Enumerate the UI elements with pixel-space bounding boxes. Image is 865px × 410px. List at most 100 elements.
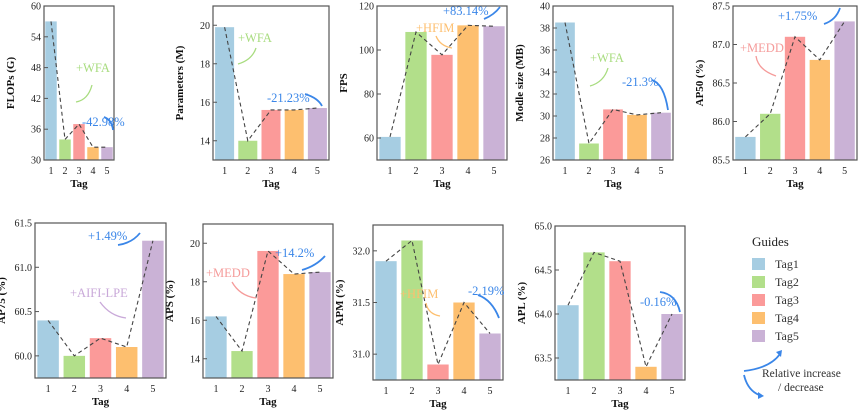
annotation-label: +MEDD [206, 266, 250, 280]
bar-tag2 [405, 31, 427, 161]
bar-tag4 [635, 366, 657, 380]
chart-panel: 1 2 3 4 5 30 36 42 48 54 60 Tag FLOPs (G) +WFA -42.98% [5, 2, 125, 191]
legend-swatch [752, 258, 765, 270]
x-tick-label: 1 [743, 166, 748, 177]
plot-frame [376, 5, 508, 161]
chart-panel: 1 2 3 4 5 60 80 100 120 Tag FPS +HFIM +83.14% [338, 2, 508, 190]
y-axis-label: FLOPs (G) [5, 57, 17, 110]
x-tick-label: 5 [670, 386, 675, 397]
legend-swatch [752, 312, 765, 324]
y-tick-label: 14 [190, 354, 200, 365]
trend-line [215, 249, 321, 353]
bar-tag4 [283, 274, 305, 378]
y-tick-label: 61.0 [15, 263, 33, 274]
y-tick-label: 36 [540, 46, 550, 57]
x-tick-label: 3 [98, 384, 103, 395]
trend-line [385, 239, 491, 367]
y-tick-label: 28 [540, 134, 550, 145]
annotation-label: +HFIM [416, 21, 454, 35]
y-tick-label: 14 [200, 136, 210, 147]
x-tick-label: 2 [245, 166, 250, 177]
bar-tag3 [261, 109, 281, 160]
plot-frame [212, 5, 330, 161]
bar-tag2 [760, 113, 781, 160]
y-tick-label: 65.0 [535, 222, 553, 233]
x-tick-label: 5 [150, 384, 155, 395]
x-tick-label: 2 [63, 166, 68, 177]
legend-label: Tag1 [775, 257, 799, 271]
annotation-arrow-icon [75, 84, 93, 103]
legend-swatch [752, 330, 765, 342]
annotation-arrow-icon [823, 7, 841, 25]
y-tick-label: 54 [31, 32, 41, 43]
annotation-arrow-icon [659, 291, 681, 313]
x-tick-label: 5 [318, 384, 323, 395]
y-axis-label: APM (%) [334, 279, 346, 325]
bar-tag4 [453, 302, 475, 380]
legend-label: Tag5 [775, 329, 799, 343]
y-axis-label: AP50 (%) [694, 59, 706, 106]
trend-line [745, 21, 846, 138]
trend-line [389, 24, 495, 138]
plot-frame [34, 222, 167, 379]
bar-tag5 [479, 333, 501, 380]
bar-tag3 [73, 124, 85, 160]
y-tick-label: 120 [359, 2, 374, 13]
y-tick-label: 32 [540, 90, 550, 101]
trend-line [50, 21, 107, 148]
y-tick-label: 60.5 [15, 307, 33, 318]
annotation-arrow-icon [117, 232, 141, 246]
y-axis-label: Parameters (M) [174, 45, 186, 120]
bar-tag5 [101, 147, 113, 160]
x-tick-label: 4 [124, 384, 129, 395]
x-tick-label: 5 [315, 166, 320, 177]
annotation-label: -2.19% [468, 284, 504, 298]
annotation-arrow-icon [237, 47, 257, 65]
annotation-label: +WFA [590, 51, 624, 65]
legend-arrow-label: Relative increase [762, 368, 841, 380]
bar-tag2 [583, 252, 605, 380]
x-tick-label: 3 [440, 166, 445, 177]
annotation-arrow-icon [755, 55, 777, 77]
y-tick-label: 26 [540, 156, 550, 167]
y-tick-label: 31.5 [353, 298, 371, 309]
x-tick-label: 3 [269, 166, 274, 177]
chart-panel: 1 2 3 4 5 63.5 64.0 64.5 65.0 Tag APL (%) -0.16% [516, 222, 686, 410]
annotation-arrow-icon [304, 93, 323, 107]
legend-swatch [752, 294, 765, 306]
bar-tag2 [59, 139, 71, 160]
x-tick-label: 4 [635, 166, 640, 177]
y-tick-label: 61.5 [15, 219, 33, 230]
y-axis-label: APS (%) [164, 280, 176, 322]
x-axis-label: Tag [70, 178, 88, 190]
bar-tag3 [427, 364, 449, 380]
chart-panel: 1 2 3 4 5 14 16 18 20 Tag APS (%) +MEDD +14.2% [164, 223, 334, 408]
y-tick-label: 30 [31, 156, 41, 167]
bar-tag4 [457, 25, 479, 160]
y-tick-label: 18 [200, 59, 210, 70]
bar-tag1 [37, 320, 59, 378]
x-tick-label: 5 [492, 166, 497, 177]
y-tick-label: 80 [364, 90, 374, 101]
annotation-label: +WFA [238, 31, 272, 45]
y-tick-label: 20 [190, 239, 200, 250]
annotation-arrow-icon [589, 67, 609, 87]
x-tick-label: 1 [46, 384, 51, 395]
y-tick-label: 30 [540, 112, 550, 123]
x-tick-label: 5 [842, 166, 847, 177]
y-tick-label: 40 [540, 2, 550, 13]
annotation-label: -42.98% [82, 115, 125, 129]
legend: Guides Tag1 Tag2 Tag3 Tag4 Tag5 Relative inc… [743, 234, 841, 399]
bar-tag3 [603, 109, 623, 160]
annotation-arrow-icon [651, 79, 669, 111]
annotation-label: -21.3% [622, 75, 658, 89]
bar-tag1 [735, 136, 756, 160]
x-tick-label: 1 [563, 166, 568, 177]
x-tick-label: 1 [49, 166, 54, 177]
bar-tag3 [257, 250, 279, 378]
increase-arrow-icon [743, 353, 781, 372]
bar-tag2 [63, 355, 86, 378]
x-axis-label: Tag [611, 398, 629, 410]
x-tick-label: 2 [410, 386, 415, 397]
x-tick-label: 1 [214, 384, 219, 395]
